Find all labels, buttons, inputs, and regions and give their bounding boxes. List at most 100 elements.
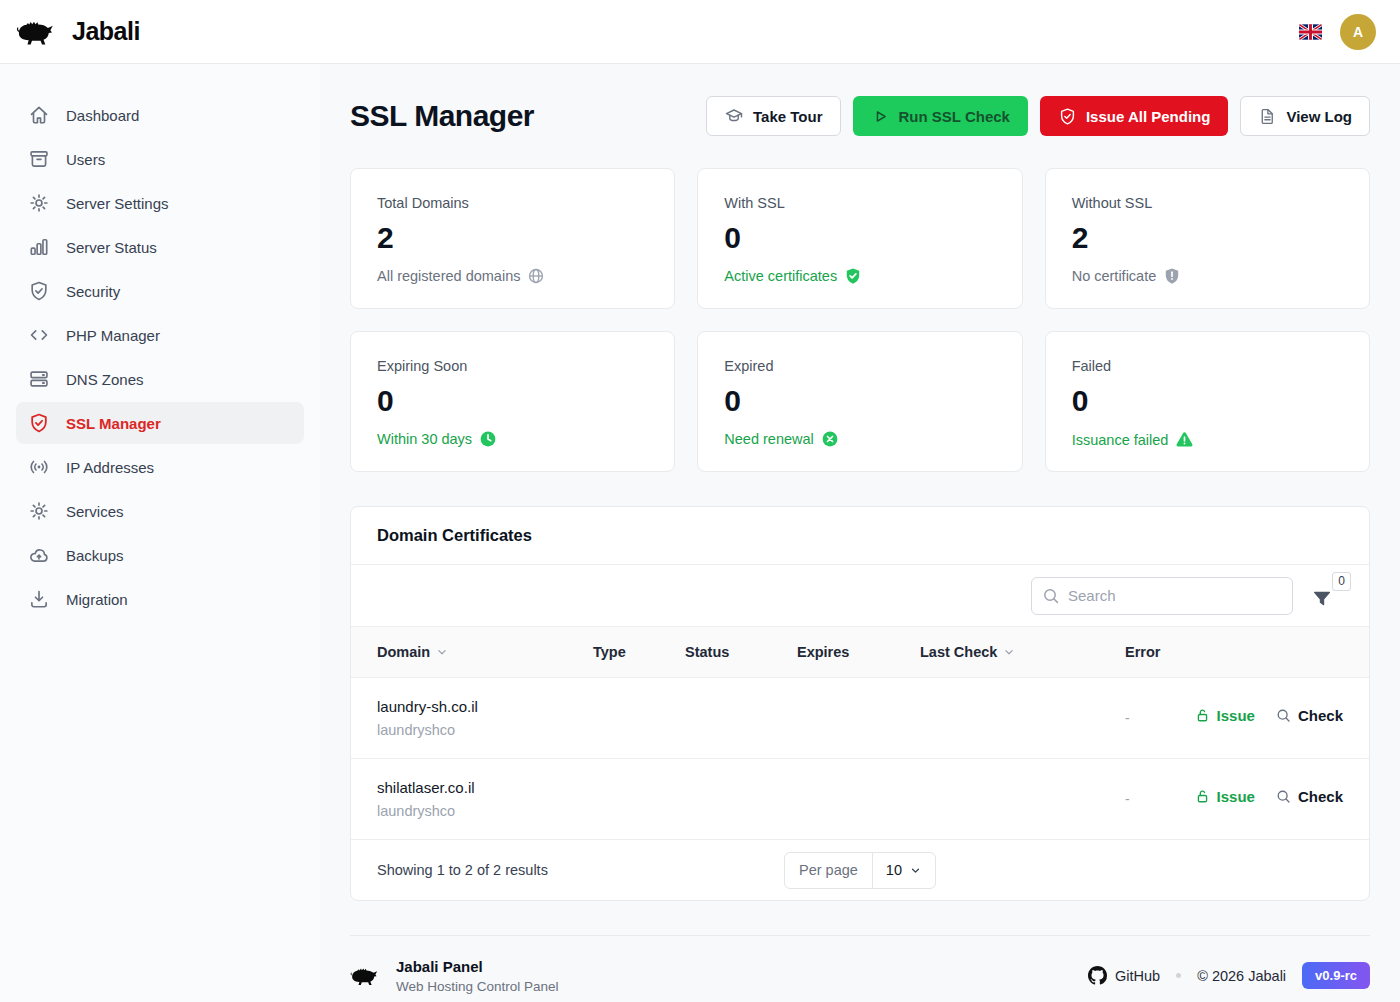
sidebar-item-dashboard[interactable]: Dashboard — [16, 94, 304, 136]
sidebar-item-ip-addresses[interactable]: IP Addresses — [16, 446, 304, 488]
shield-check-badge-icon — [844, 267, 862, 285]
boar-logo-icon — [16, 15, 62, 48]
play-icon — [871, 107, 890, 126]
sidebar-item-security[interactable]: Security — [16, 270, 304, 312]
stat-label: Failed — [1072, 358, 1343, 374]
version-badge: v0.9-rc — [1302, 962, 1370, 989]
sidebar-item-users[interactable]: Users — [16, 138, 304, 180]
shield-check-icon — [1058, 107, 1077, 126]
stat-value: 0 — [724, 223, 995, 253]
brand: Jabali — [16, 15, 140, 48]
server-stack-icon — [28, 368, 50, 390]
sidebar-item-label: IP Addresses — [66, 459, 154, 476]
filter-count-badge: 0 — [1332, 572, 1351, 591]
sidebar-item-label: Migration — [66, 591, 128, 608]
per-page-select[interactable]: Per page 10 — [784, 852, 936, 889]
clock-icon — [479, 430, 497, 448]
cell-last-check — [920, 758, 1125, 839]
graduation-cap-icon — [724, 106, 744, 126]
column-header-status: Status — [685, 627, 797, 677]
filter-button[interactable]: 0 — [1309, 576, 1343, 616]
domain-name: shilatlaser.co.il — [377, 779, 593, 796]
stat-card-with-ssl: With SSL 0 Active certificates — [697, 168, 1022, 309]
button-label: View Log — [1286, 108, 1352, 125]
sidebar-item-label: Server Status — [66, 239, 157, 256]
run-ssl-check-button[interactable]: Run SSL Check — [853, 96, 1028, 136]
topbar: Jabali A — [0, 0, 1400, 64]
stat-label: Without SSL — [1072, 195, 1343, 211]
take-tour-button[interactable]: Take Tour — [706, 96, 840, 136]
warning-triangle-icon — [1175, 430, 1194, 449]
table-title: Domain Certificates — [377, 526, 1343, 545]
view-log-button[interactable]: View Log — [1240, 96, 1370, 136]
sidebar-item-label: Services — [66, 503, 124, 520]
sidebar-item-php-manager[interactable]: PHP Manager — [16, 314, 304, 356]
stat-card-without-ssl: Without SSL 2 No certificate — [1045, 168, 1370, 309]
search-input[interactable] — [1031, 577, 1293, 615]
language-flag-icon[interactable] — [1299, 24, 1322, 40]
sidebar-item-services[interactable]: Services — [16, 490, 304, 532]
sidebar-item-server-settings[interactable]: Server Settings — [16, 182, 304, 224]
magnifier-icon — [1275, 707, 1292, 724]
per-page-value: 10 — [886, 862, 902, 878]
stat-label: Total Domains — [377, 195, 648, 211]
stat-label: Expiring Soon — [377, 358, 648, 374]
results-summary: Showing 1 to 2 of 2 results — [377, 862, 784, 878]
stat-value: 2 — [1072, 223, 1343, 253]
stat-sub-label: All registered domains — [377, 268, 520, 284]
github-label: GitHub — [1115, 968, 1160, 984]
footer-brand: Jabali Panel — [396, 958, 559, 975]
main-content: SSL Manager Take Tour Run SSL Check Issu… — [350, 64, 1370, 901]
code-icon — [28, 324, 50, 346]
button-label: Take Tour — [753, 108, 822, 125]
cell-error: - — [1125, 758, 1187, 839]
funnel-icon — [1311, 588, 1333, 610]
page-actions: Take Tour Run SSL Check Issue All Pendin… — [706, 96, 1370, 136]
sidebar-item-backups[interactable]: Backups — [16, 534, 304, 576]
sidebar-item-server-status[interactable]: Server Status — [16, 226, 304, 268]
sidebar-item-ssl-manager[interactable]: SSL Manager — [16, 402, 304, 444]
column-header-expires: Expires — [797, 627, 920, 677]
domain-owner: laundryshco — [377, 722, 593, 738]
stat-value: 2 — [377, 223, 648, 253]
column-header-domain[interactable]: Domain — [351, 627, 593, 677]
stat-value: 0 — [724, 386, 995, 416]
issue-all-pending-button[interactable]: Issue All Pending — [1040, 96, 1228, 136]
boar-logo-icon — [350, 963, 384, 988]
column-header-last-check[interactable]: Last Check — [920, 627, 1125, 677]
sidebar: Dashboard Users Server Settings Server S… — [0, 64, 320, 1002]
stat-card-total-domains: Total Domains 2 All registered domains — [350, 168, 675, 309]
check-action-button[interactable]: Check — [1275, 788, 1343, 805]
shield-exclamation-icon — [1163, 267, 1181, 285]
github-link[interactable]: GitHub — [1088, 966, 1160, 985]
gear-icon — [28, 500, 50, 522]
github-icon — [1088, 966, 1107, 985]
user-avatar[interactable]: A — [1340, 14, 1376, 50]
chevron-down-icon — [435, 645, 449, 659]
domain-certificates-card: Domain Certificates 0 Domain — [350, 506, 1370, 901]
domain-certificates-table: Domain Type Status Expires Last Check Er… — [351, 627, 1369, 840]
sidebar-item-label: Server Settings — [66, 195, 169, 212]
stat-cards: Total Domains 2 All registered domains W… — [350, 168, 1370, 472]
table-row: laundry-sh.co.illaundryshco - Issue Chec… — [351, 677, 1369, 758]
shield-check-icon — [28, 412, 50, 434]
brand-name: Jabali — [72, 17, 140, 46]
sidebar-item-migration[interactable]: Migration — [16, 578, 304, 620]
column-header-type: Type — [593, 627, 685, 677]
stat-sub-label: Issuance failed — [1072, 432, 1169, 448]
gear-icon — [28, 192, 50, 214]
stat-card-expired: Expired 0 Need renewal — [697, 331, 1022, 472]
stat-card-failed: Failed 0 Issuance failed — [1045, 331, 1370, 472]
stat-card-expiring-soon: Expiring Soon 0 Within 30 days — [350, 331, 675, 472]
check-action-button[interactable]: Check — [1275, 707, 1343, 724]
issue-action-button[interactable]: Issue — [1194, 707, 1255, 724]
stat-value: 0 — [377, 386, 648, 416]
lock-icon — [1194, 788, 1211, 805]
sidebar-item-dns-zones[interactable]: DNS Zones — [16, 358, 304, 400]
shield-check-icon — [28, 280, 50, 302]
copyright: © 2026 Jabali — [1197, 968, 1286, 984]
globe-icon — [527, 267, 545, 285]
issue-action-button[interactable]: Issue — [1194, 788, 1255, 805]
broadcast-icon — [28, 456, 50, 478]
cell-status — [685, 758, 797, 839]
